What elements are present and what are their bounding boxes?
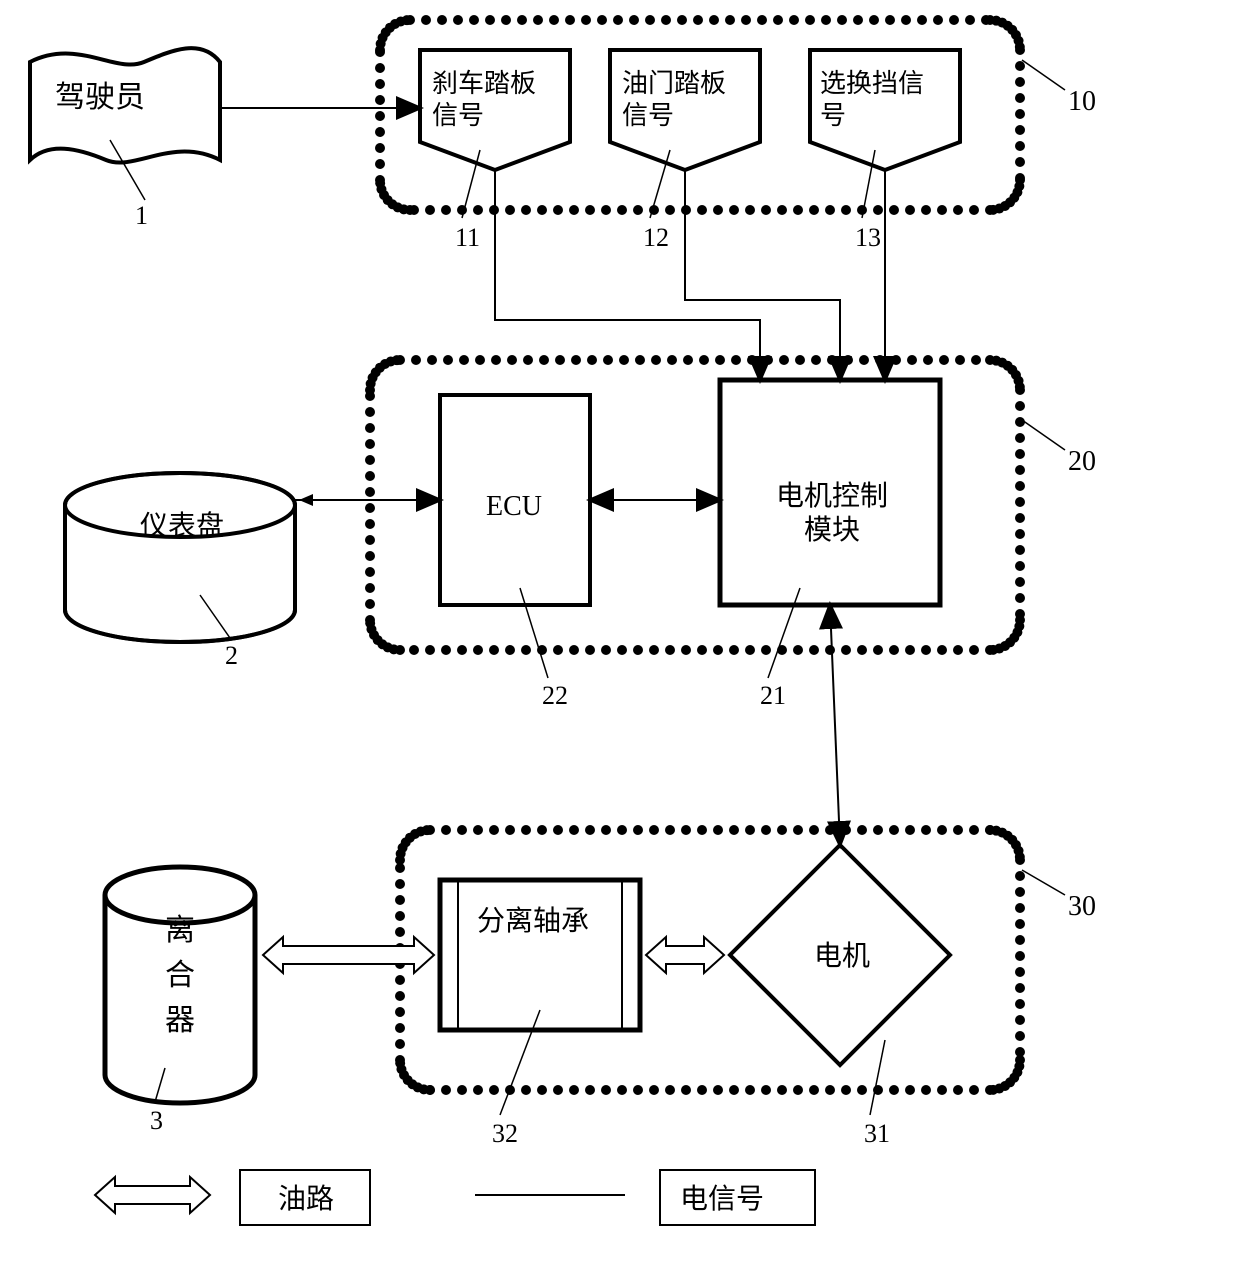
label-motor_ref: 31 <box>864 1118 890 1149</box>
label-motor_label: 电机 <box>814 940 870 974</box>
clutch-char-0: 离 <box>165 913 195 949</box>
label-signals-brake-line2: 信号 <box>432 100 484 131</box>
label-signals-throttle-line2: 信号 <box>622 100 674 131</box>
diagram-canvas: 驾驶员1刹车踏板信号11油门踏板信号12选换挡信号1310仪表盘2ECU22电机… <box>0 0 1240 1267</box>
label-legend_elec: 电信号 <box>680 1183 764 1217</box>
label-driver_label: 驾驶员 <box>55 80 145 116</box>
label-dash_ref: 2 <box>225 640 238 671</box>
label-signals-brake-line1: 刹车踏板 <box>432 68 536 99</box>
label-clutch_ref: 3 <box>150 1105 163 1136</box>
label-signals-throttle-ref: 12 <box>643 222 669 253</box>
label-bearing_label: 分离轴承 <box>477 905 589 939</box>
label-signals-gear-ref: 13 <box>855 222 881 253</box>
label-signal_group_ref: 10 <box>1068 85 1096 119</box>
label-mech_group_ref: 30 <box>1068 890 1096 924</box>
label-signals-throttle-line1: 油门踏板 <box>622 68 726 99</box>
label-motor_ctrl_line2: 模块 <box>804 514 860 548</box>
svg-shapes <box>0 0 1240 1267</box>
label-motor_ctrl_line1: 电机控制 <box>776 480 888 514</box>
label-signals-gear-line1: 选换挡信 <box>820 68 924 99</box>
label-motor_ctrl_ref: 21 <box>760 680 786 711</box>
label-bearing_ref: 32 <box>492 1118 518 1149</box>
label-signals-gear-line2: 号 <box>820 100 846 131</box>
clutch-char-1: 合 <box>165 958 195 994</box>
label-ecu_label: ECU <box>486 490 542 524</box>
clutch-char-2: 器 <box>165 1003 195 1039</box>
label-ecu_ref: 22 <box>542 680 568 711</box>
label-control_group_ref: 20 <box>1068 445 1096 479</box>
label-driver_ref: 1 <box>135 200 148 231</box>
label-signals-brake-ref: 11 <box>455 222 480 253</box>
label-dash_label: 仪表盘 <box>140 510 224 544</box>
label-legend_oil: 油路 <box>278 1183 334 1217</box>
